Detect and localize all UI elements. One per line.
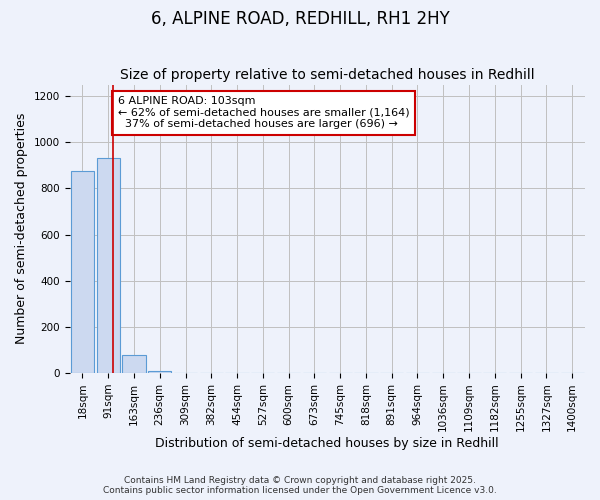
Bar <box>148 370 172 373</box>
Text: 6, ALPINE ROAD, REDHILL, RH1 2HY: 6, ALPINE ROAD, REDHILL, RH1 2HY <box>151 10 449 28</box>
Y-axis label: Number of semi-detached properties: Number of semi-detached properties <box>15 113 28 344</box>
Text: 6 ALPINE ROAD: 103sqm
← 62% of semi-detached houses are smaller (1,164)
  37% of: 6 ALPINE ROAD: 103sqm ← 62% of semi-deta… <box>118 96 409 130</box>
Text: Contains HM Land Registry data © Crown copyright and database right 2025.
Contai: Contains HM Land Registry data © Crown c… <box>103 476 497 495</box>
X-axis label: Distribution of semi-detached houses by size in Redhill: Distribution of semi-detached houses by … <box>155 437 499 450</box>
Title: Size of property relative to semi-detached houses in Redhill: Size of property relative to semi-detach… <box>120 68 535 82</box>
Bar <box>122 354 146 373</box>
Bar <box>71 171 94 373</box>
Bar <box>97 158 120 373</box>
